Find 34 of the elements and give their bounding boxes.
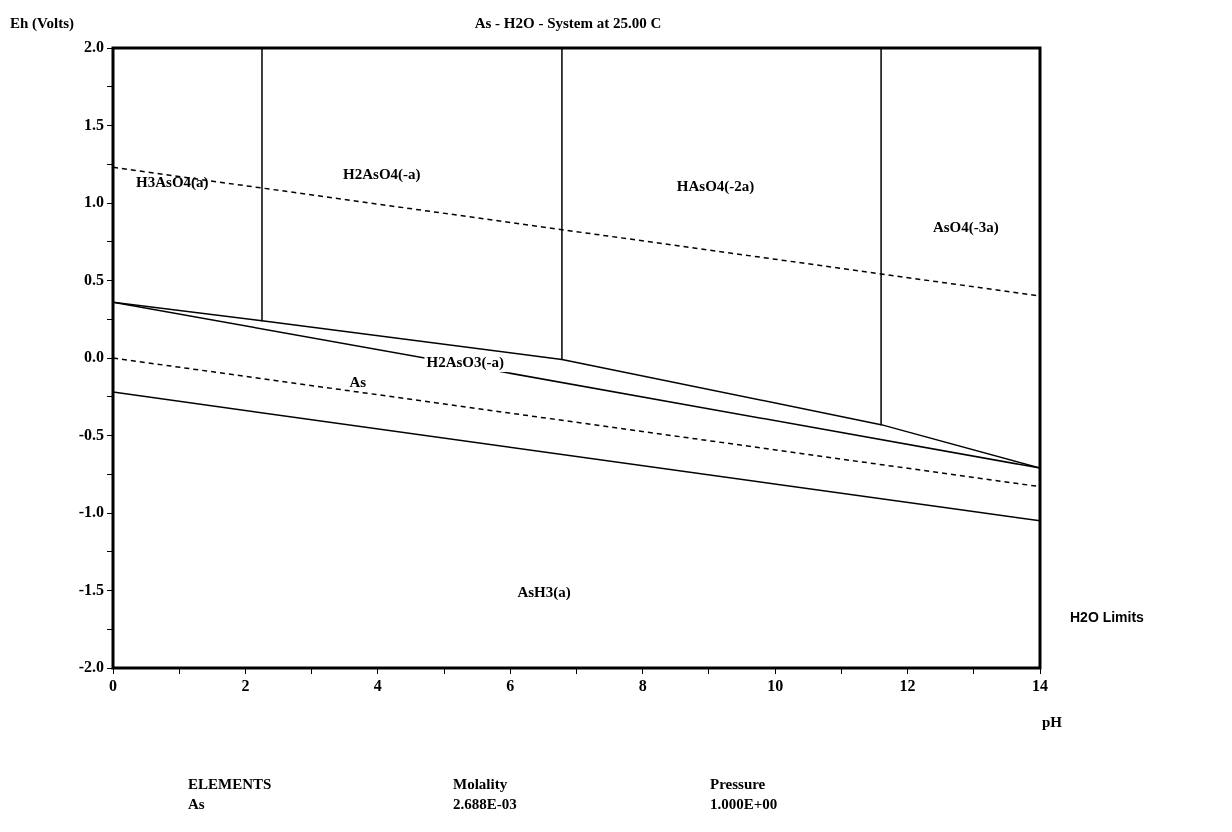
y-tick-label: -1.0 bbox=[78, 503, 104, 521]
x-tick-label: 0 bbox=[109, 676, 117, 694]
text: ELEMENTS bbox=[188, 776, 272, 793]
annotation: H2AsO3(-a) bbox=[426, 353, 505, 371]
y-axis-title: Eh (Volts) bbox=[10, 14, 75, 32]
text: 1.000E+00 bbox=[710, 796, 778, 813]
y-tick-label: 1.5 bbox=[84, 115, 104, 133]
y-tick-label: 0.5 bbox=[84, 270, 104, 288]
annotation: AsO4(-3a) bbox=[932, 218, 999, 236]
annotation: HAsO4(-2a) bbox=[676, 178, 755, 196]
x-tick-label: 8 bbox=[638, 676, 647, 694]
y-tick-label: -1.5 bbox=[78, 580, 104, 598]
x-axis-title: pH bbox=[1041, 713, 1063, 730]
x-tick-label: 6 bbox=[506, 676, 515, 694]
annotation: H3AsO4(a) bbox=[136, 174, 209, 192]
x-tick-label: 4 bbox=[373, 676, 382, 694]
text: 2.688E-03 bbox=[453, 796, 517, 813]
x-tick-label: 2 bbox=[241, 676, 250, 694]
text: As bbox=[188, 796, 205, 813]
text: H2O Limits bbox=[1070, 608, 1145, 625]
annotation: As bbox=[349, 373, 367, 390]
chart-title: As - H2O - System at 25.00 C bbox=[474, 14, 662, 31]
y-tick-label: 1.0 bbox=[84, 193, 104, 211]
y-tick-label: 2.0 bbox=[84, 38, 104, 56]
annotation: AsH3(a) bbox=[517, 584, 571, 602]
annotation: H2AsO4(-a) bbox=[343, 165, 421, 183]
y-tick-label: -2.0 bbox=[78, 658, 104, 676]
text: Pressure bbox=[710, 776, 766, 793]
x-tick-label: 10 bbox=[767, 676, 784, 694]
x-tick-label: 14 bbox=[1032, 676, 1048, 694]
text: Molality bbox=[453, 776, 508, 793]
x-tick-label: 12 bbox=[899, 676, 916, 694]
y-tick-label: 0.0 bbox=[84, 348, 104, 366]
y-tick-label: -0.5 bbox=[78, 425, 104, 443]
